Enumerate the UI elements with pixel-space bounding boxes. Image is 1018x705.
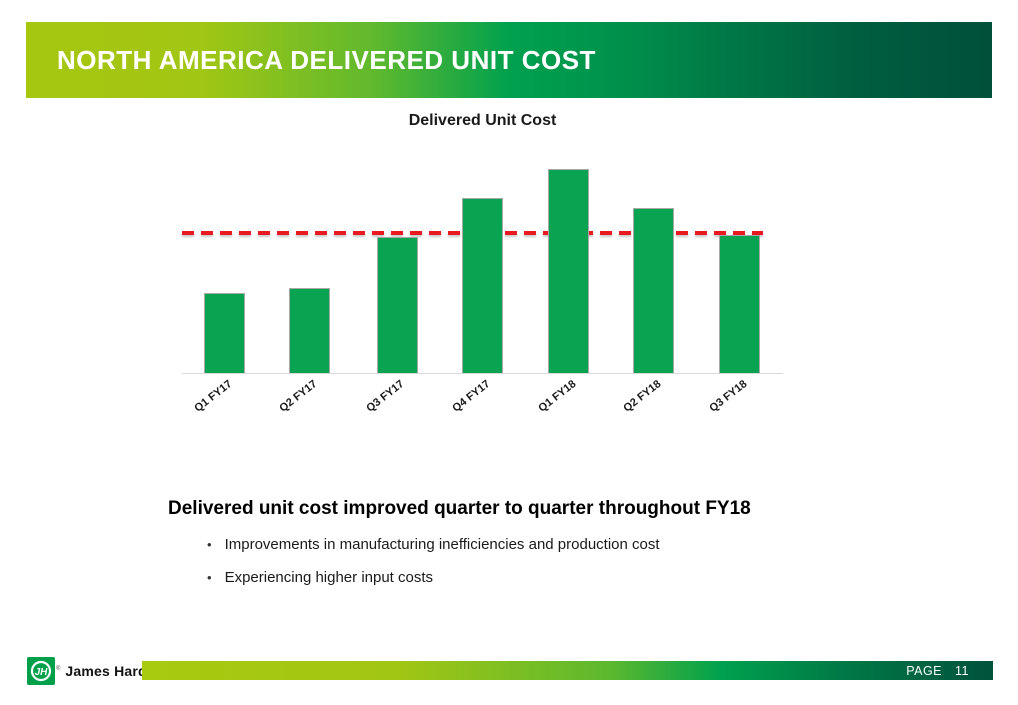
brand-name: James Hardie — [65, 663, 159, 679]
summary-heading: Delivered unit cost improved quarter to … — [168, 498, 751, 519]
bullet-marker: • — [207, 570, 212, 585]
svg-text:JH: JH — [35, 667, 49, 678]
delivered-unit-cost-chart: Delivered Unit Cost Q1 FY17 Q2 FY17 Q3 FY1… — [182, 112, 783, 442]
x-axis-label: Q4 FY17 — [449, 378, 492, 415]
chart-bar-q3-fy17 — [376, 237, 418, 373]
x-axis-label: Q2 FY18 — [620, 378, 663, 415]
page-label: PAGE — [906, 663, 943, 678]
chart-title: Delivered Unit Cost — [408, 112, 557, 129]
james-hardie-logo: JH ® James Hardie — [27, 657, 159, 685]
summary-block: Delivered unit cost improved quarter to … — [168, 498, 868, 586]
registered-trademark: ® — [56, 666, 61, 672]
bullet-item: • Experiencing higher input costs — [207, 569, 868, 586]
bullet-item: • Improvements in manufacturing ineffici… — [207, 536, 868, 553]
chart-bar-q2-fy18 — [633, 208, 674, 373]
chart-bar-q1-fy17 — [204, 293, 245, 373]
page-indicator: PAGE 11 — [906, 664, 969, 678]
slide-title: NORTH AMERICA DELIVERED UNIT COST — [57, 44, 596, 75]
chart-plot: Q1 FY17 Q2 FY17 Q3 FY17 Q4 FY17 Q1 FY18 Q2 FY… — [182, 150, 783, 415]
chart-bar-q3-fy18 — [719, 235, 760, 373]
bullet-marker: • — [207, 537, 212, 552]
footer-gradient-bar: PAGE 11 — [142, 661, 993, 680]
x-axis-label: Q2 FY17 — [276, 378, 319, 415]
bullet-text: Improvements in manufacturing inefficien… — [224, 536, 660, 553]
page-number: 11 — [955, 663, 969, 678]
james-hardie-logo-icon: JH — [27, 657, 55, 685]
header-banner: NORTH AMERICA DELIVERED UNIT COST — [26, 22, 992, 98]
bullet-text: Experiencing higher input costs — [224, 569, 434, 586]
chart-bar-q4-fy17 — [462, 198, 503, 373]
x-axis-label: Q1 FY18 — [535, 378, 578, 415]
x-axis-label: Q1 FY17 — [191, 378, 234, 415]
x-axis-label: Q3 FY18 — [706, 378, 749, 415]
chart-bar-q1-fy18 — [548, 169, 589, 373]
chart-bar-q2-fy17 — [289, 288, 330, 373]
x-axis-label: Q3 FY17 — [364, 378, 407, 415]
